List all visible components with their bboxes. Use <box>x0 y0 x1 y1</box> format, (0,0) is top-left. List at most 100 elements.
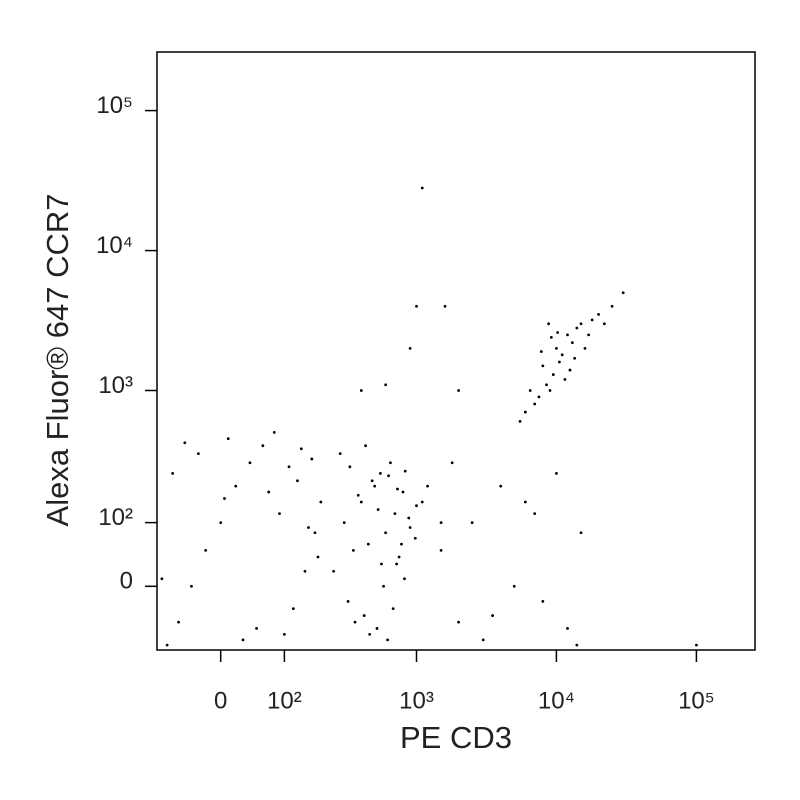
point <box>570 341 574 345</box>
point <box>408 347 412 350</box>
point <box>401 490 405 494</box>
point <box>575 326 579 330</box>
point <box>370 479 374 483</box>
point <box>403 469 407 473</box>
point <box>568 368 572 372</box>
point <box>541 599 545 603</box>
point <box>450 461 454 465</box>
point <box>557 360 561 364</box>
point <box>391 607 395 611</box>
point <box>378 471 382 475</box>
point <box>196 452 200 456</box>
point <box>348 465 352 469</box>
point <box>241 638 245 642</box>
point <box>356 493 360 497</box>
point <box>384 383 388 387</box>
point <box>393 512 397 516</box>
point <box>481 638 485 642</box>
point <box>579 531 583 535</box>
y-axis-title: Alexa Fluor® 647 CCR7 <box>40 194 75 527</box>
point <box>420 186 424 190</box>
point <box>610 304 614 308</box>
point <box>573 356 577 360</box>
point <box>551 373 555 376</box>
point <box>470 521 474 525</box>
point <box>420 500 424 504</box>
point <box>359 389 363 392</box>
point <box>346 599 350 603</box>
point <box>439 549 443 552</box>
point <box>332 569 336 573</box>
point <box>396 487 399 491</box>
point <box>541 364 545 368</box>
point <box>382 584 385 588</box>
point <box>223 497 226 500</box>
point <box>375 627 379 630</box>
point <box>407 516 411 520</box>
point <box>560 353 564 357</box>
point <box>539 350 543 353</box>
point <box>545 383 548 387</box>
point <box>291 607 295 611</box>
point <box>384 531 388 535</box>
point <box>415 304 418 308</box>
point <box>373 484 377 488</box>
y-tick-label: 10⁵ <box>96 92 133 119</box>
point <box>177 620 180 624</box>
point <box>518 419 522 423</box>
point <box>389 461 392 465</box>
point <box>400 542 403 546</box>
point <box>376 508 380 511</box>
point <box>316 555 320 559</box>
point <box>556 331 560 334</box>
y-tick-label: 10² <box>98 504 133 531</box>
point <box>287 465 291 469</box>
point <box>547 322 551 326</box>
point <box>386 638 389 642</box>
point <box>579 322 583 326</box>
point <box>566 627 569 630</box>
point <box>395 562 399 566</box>
point <box>499 484 503 488</box>
point <box>387 474 390 478</box>
point <box>695 643 698 647</box>
point <box>549 335 553 339</box>
point <box>443 304 447 308</box>
point <box>533 402 537 406</box>
point <box>380 562 383 566</box>
point <box>403 577 406 581</box>
point <box>342 521 346 525</box>
point <box>566 333 569 337</box>
point <box>261 444 265 448</box>
point <box>248 461 252 465</box>
y-tick-label: 10³ <box>98 372 133 399</box>
point <box>204 549 208 552</box>
x-axis-title: PE CD3 <box>400 720 512 755</box>
point <box>523 500 527 504</box>
point <box>512 584 516 588</box>
point <box>368 632 372 636</box>
point <box>597 313 600 316</box>
point <box>351 549 355 552</box>
x-tick-label: 0 <box>214 687 227 714</box>
point <box>439 521 443 525</box>
point <box>583 347 587 350</box>
point <box>353 620 357 624</box>
point <box>587 333 591 337</box>
point <box>528 389 532 392</box>
point <box>366 542 370 546</box>
point <box>303 569 307 573</box>
point <box>313 531 317 535</box>
point <box>537 395 541 399</box>
point <box>310 457 314 461</box>
point <box>165 643 169 647</box>
point <box>575 643 579 647</box>
point <box>457 389 460 392</box>
point <box>602 322 606 326</box>
x-tick-label: 10⁵ <box>678 687 715 714</box>
y-tick-label: 0 <box>120 568 133 595</box>
point <box>307 526 310 529</box>
point <box>413 536 417 540</box>
point <box>160 577 164 581</box>
